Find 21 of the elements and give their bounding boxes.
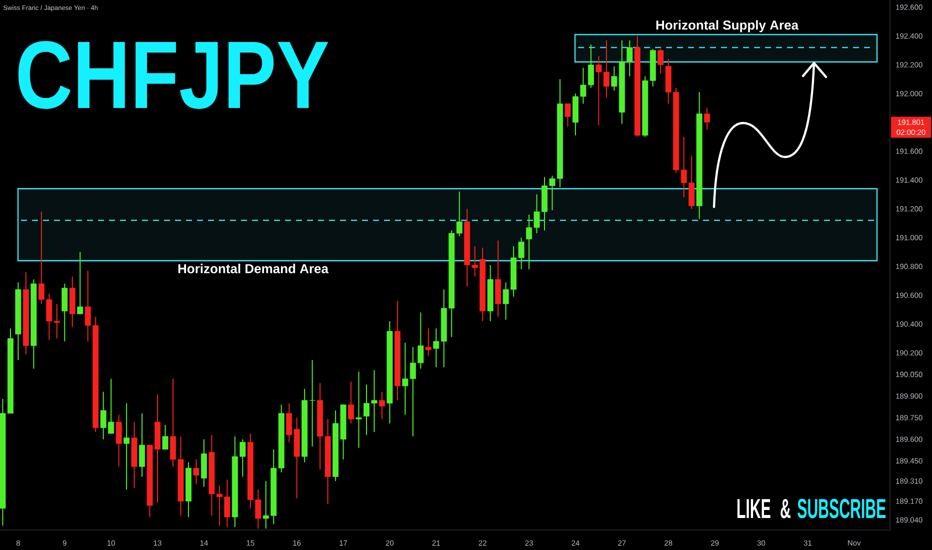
annotation: LIKE & (737, 498, 790, 518)
candlestick (116, 414, 122, 468)
candlestick (162, 424, 168, 450)
candlestick (62, 283, 68, 342)
candlestick (378, 391, 385, 420)
candlestick (456, 191, 462, 237)
chart-title: CHFJPY (18, 40, 328, 109)
candlestick (658, 48, 664, 74)
band-label: Horizontal Demand Area (178, 264, 329, 274)
candlestick (564, 103, 571, 128)
candlestick (139, 412, 146, 478)
annotation: SUBSCRIBE (798, 498, 886, 518)
candlestick (77, 252, 84, 314)
candlestick (309, 360, 316, 447)
candlestick (348, 381, 354, 424)
candlestick (425, 328, 432, 356)
candlestick (704, 108, 710, 130)
candlestick (356, 371, 362, 448)
candlestick (193, 458, 200, 484)
band-label: Horizontal Supply Area (656, 20, 799, 32)
candlestick (124, 402, 130, 490)
